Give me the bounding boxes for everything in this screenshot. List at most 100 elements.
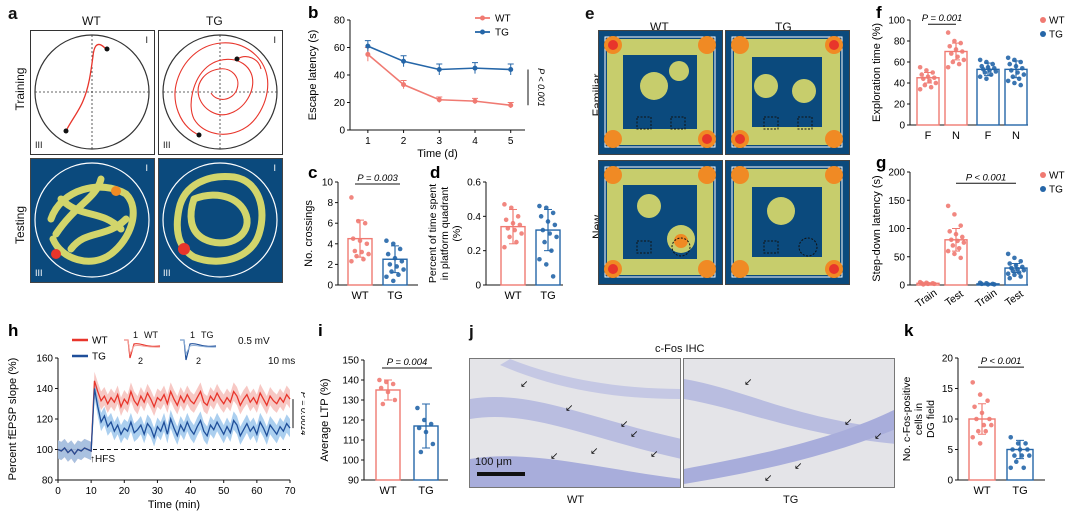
data-point — [418, 449, 424, 455]
x-tick-label: Test — [943, 288, 966, 309]
data-point — [552, 222, 558, 228]
data-point — [1013, 459, 1019, 464]
data-point — [401, 58, 407, 64]
data-point — [542, 239, 547, 245]
ihc-tg-image: ↙ ↙ ↙ ↙ ↙ — [683, 358, 895, 488]
data-point — [1018, 258, 1024, 264]
legend-label: TG — [495, 28, 509, 39]
data-point — [974, 416, 979, 422]
x-tick-label: TG — [540, 290, 555, 302]
quadrant-iii-mark: III — [163, 268, 171, 278]
data-point — [945, 248, 951, 254]
y-tick-label: 0 — [899, 281, 905, 292]
y-axis-label: Percent of time spentin platform quadran… — [428, 184, 463, 283]
data-point — [955, 54, 960, 60]
data-point — [933, 80, 939, 86]
legend-marker — [1040, 17, 1046, 23]
significance-label: P = 0.004 — [387, 357, 428, 368]
data-point — [1016, 76, 1022, 82]
y-tick-label: 0 — [327, 281, 333, 292]
x-axis-label: Time (min) — [148, 499, 200, 511]
data-point — [953, 231, 959, 237]
x-tick-label: 3 — [437, 136, 443, 147]
hfs-label: ↑HFS — [90, 454, 115, 465]
y-axis-label: Escape latency (s) — [307, 30, 319, 120]
data-point — [505, 226, 511, 231]
data-point — [540, 227, 546, 233]
data-point — [988, 422, 994, 428]
y-tick-label: 20 — [894, 100, 906, 111]
data-point — [392, 255, 398, 261]
panel-label: b — [308, 3, 318, 22]
data-point — [502, 244, 507, 250]
data-point — [979, 410, 985, 416]
data-point — [993, 69, 999, 74]
y-tick-label: 120 — [342, 416, 359, 427]
svg-text:↙: ↙ — [744, 377, 752, 388]
svg-text:↙: ↙ — [630, 429, 638, 440]
x-tick-label: Train — [973, 287, 999, 310]
x-tick-label: 20 — [119, 486, 131, 497]
scale-bar-label: 100 μm — [475, 456, 512, 468]
chart-f: f 0 20 40 60 80 100 F N F N Exploration time (%) P =… — [871, 3, 1065, 142]
data-point — [931, 281, 937, 287]
data-point — [958, 255, 964, 261]
legend-marker — [480, 29, 485, 35]
panel-e: e WT TG Familiar New — [585, 0, 855, 290]
data-point — [961, 240, 967, 245]
legend-label: TG — [1049, 30, 1063, 41]
significance-label: P < 0.001 — [966, 172, 1007, 183]
data-point — [970, 435, 976, 440]
panel-j-col-tg: TG — [783, 494, 799, 506]
legend-marker — [1040, 172, 1046, 178]
x-tick-label: 30 — [152, 486, 164, 497]
y-tick-label: 100 — [888, 224, 905, 235]
data-point — [416, 425, 422, 431]
data-point — [384, 238, 389, 244]
quadrant-i-mark: I — [145, 163, 148, 173]
trace-tg-num2: 2 — [196, 356, 202, 366]
y-tick-label: 150 — [888, 196, 905, 207]
significance-label: P < 0.001 — [981, 356, 1022, 367]
data-point — [925, 281, 931, 287]
y-tick-label: 0.6 — [467, 178, 481, 189]
panel-j-label: j — [469, 322, 474, 341]
y-axis-label-line: (%) — [451, 225, 463, 241]
y-axis-label: Exploration time (%) — [871, 23, 883, 122]
data-point — [365, 51, 371, 57]
data-point — [350, 236, 356, 241]
data-point — [545, 219, 551, 224]
scale-bar — [477, 472, 525, 476]
data-point — [503, 217, 509, 223]
y-tick-label: 0.2 — [467, 246, 481, 257]
data-point — [519, 231, 524, 236]
data-point — [396, 272, 401, 277]
x-tick-label: 40 — [185, 486, 197, 497]
y-tick-label: 130 — [342, 396, 359, 407]
ihc-wt-image: ↙ ↙ ↙ ↙ ↙ ↙ ↙ — [469, 358, 681, 488]
data-point — [920, 76, 926, 82]
data-point — [537, 203, 542, 209]
significance-label: P = 0.003 — [357, 173, 398, 184]
data-point — [977, 441, 983, 446]
x-tick-label: 60 — [251, 486, 263, 497]
y-tick-label: 2 — [327, 260, 333, 271]
svg-text:↙: ↙ — [520, 379, 528, 390]
y-axis-label-line: No. c-Fos-positive — [901, 377, 913, 462]
data-point — [349, 259, 354, 264]
panel-a-col-tg: TG — [206, 14, 223, 28]
data-point — [508, 205, 514, 211]
data-point — [384, 274, 389, 280]
significance-label: P = 0.0014 — [299, 392, 305, 435]
x-tick-label: N — [1012, 130, 1020, 142]
data-point — [361, 256, 366, 262]
y-axis-label: Percent fEPSP slope (%) — [7, 358, 19, 481]
data-point — [928, 84, 934, 90]
data-point — [1008, 465, 1014, 471]
y-tick-label: 0 — [339, 126, 345, 137]
y-axis-label-line: in platform quadrant — [439, 187, 451, 280]
svg-text:↙: ↙ — [650, 449, 658, 460]
trace-wt-label: WT — [144, 330, 158, 340]
panel-a: a WT TG Training Testing I III I III — [0, 0, 300, 290]
data-point — [502, 202, 507, 207]
